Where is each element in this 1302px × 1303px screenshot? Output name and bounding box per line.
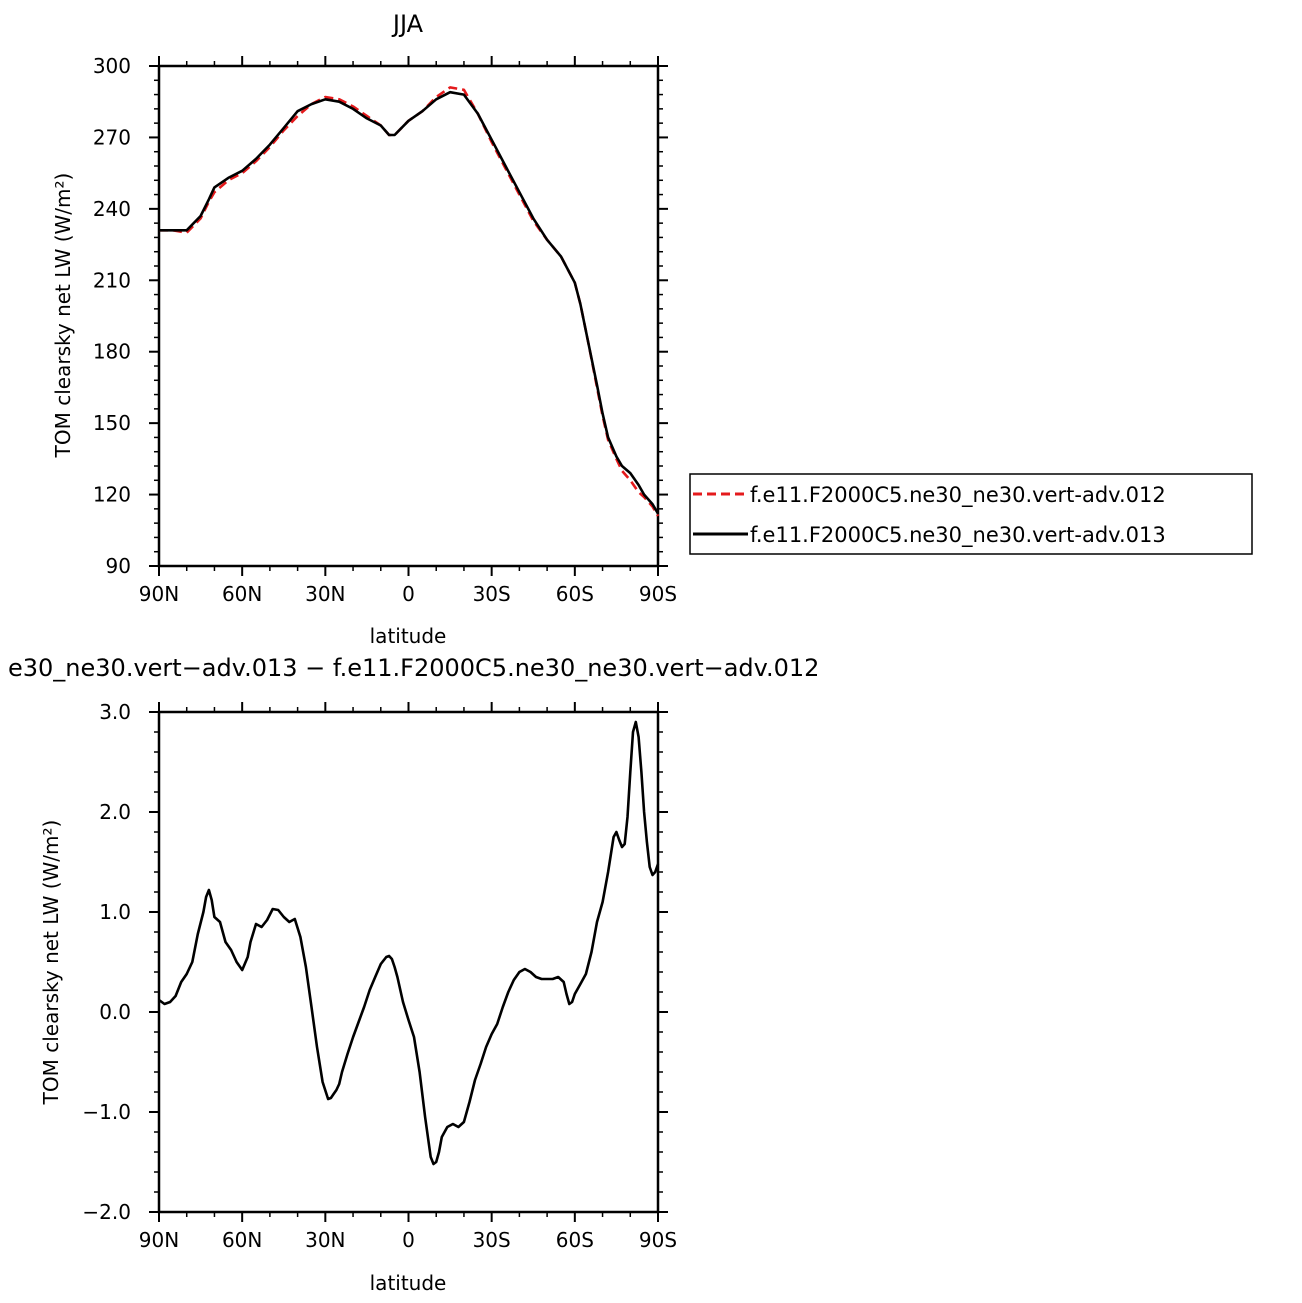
- chart1-xtick-label: 30S: [473, 582, 511, 606]
- chart2-ylabel: TOM clearsky net LW (W/m²): [39, 820, 63, 1106]
- chart1-ytick-label: 240: [93, 197, 131, 221]
- chart1-xtick-label: 90N: [139, 582, 179, 606]
- chart2-xlabel: latitude: [370, 1271, 447, 1295]
- chart2-ytick-label: 2.0: [99, 800, 131, 824]
- chart2-xtick-label: 90N: [139, 1228, 179, 1252]
- chart1-xlabel: latitude: [370, 624, 447, 648]
- chart1-title: JJA: [391, 10, 424, 38]
- chart1-ytick-label: 270: [93, 125, 131, 149]
- legend-box: [689, 473, 1253, 555]
- chart1-ytick-label: 180: [93, 340, 131, 364]
- chart2-plot-area: 90N 60N 30N 0 30S 60S 90S −2.0 −1.0 0.0 1.0 2.0 3.0: [82, 700, 677, 1252]
- chart2-xtick-label: 30N: [305, 1228, 345, 1252]
- chart2-xtick-label: 60S: [556, 1228, 594, 1252]
- chart1-legend: f.e11.F2000C5.ne30_ne30.vert-adv.012 f.e…: [689, 473, 1253, 555]
- chart2-ytick-label: 0.0: [99, 1000, 131, 1024]
- chart2-xtick-label: 60N: [222, 1228, 262, 1252]
- chart1-ytick-label: 300: [93, 54, 131, 78]
- legend-label-013: f.e11.F2000C5.ne30_ne30.vert-adv.013: [750, 523, 1166, 548]
- chart2-xtick-label: 30S: [473, 1228, 511, 1252]
- chart2-title: e30_ne30.vert−adv.013 − f.e11.F2000C5.ne…: [8, 654, 819, 682]
- chart1-ytick-label: 120: [93, 483, 131, 507]
- chart1-ylabel: TOM clearsky net LW (W/m²): [51, 173, 75, 459]
- chart1-xtick-label: 0: [402, 582, 415, 606]
- chart1-plot-area: 90N 60N 30N 0 30S 60S 90S 90 120 150 180 210 240 270 3…: [93, 54, 677, 606]
- chart1-ytick-label: 210: [93, 268, 131, 292]
- chart1-ytick-label: 150: [93, 411, 131, 435]
- chart1-series-1: [159, 90, 660, 515]
- legend-label-012: f.e11.F2000C5.ne30_ne30.vert-adv.012: [750, 483, 1166, 508]
- chart1-xtick-label: 30N: [305, 582, 345, 606]
- chart2-frame: [157, 710, 660, 1214]
- chart2-xtick-label: 90S: [639, 1228, 677, 1252]
- chart1-xtick-label: 90S: [639, 582, 677, 606]
- chart1-series-0: [159, 86, 660, 517]
- chart2-ytick-label: 3.0: [99, 700, 131, 724]
- chart2-ytick-label: 1.0: [99, 900, 131, 924]
- chart2-series-0: [158, 720, 660, 1166]
- chart1-xtick-label: 60N: [222, 582, 262, 606]
- chart2-ytick-label: −2.0: [82, 1200, 131, 1224]
- chart1-ytick-label: 90: [106, 554, 131, 578]
- chart2-xtick-label: 0: [402, 1228, 415, 1252]
- chart1-xtick-label: 60S: [556, 582, 594, 606]
- chart2-ytick-label: −1.0: [82, 1100, 131, 1124]
